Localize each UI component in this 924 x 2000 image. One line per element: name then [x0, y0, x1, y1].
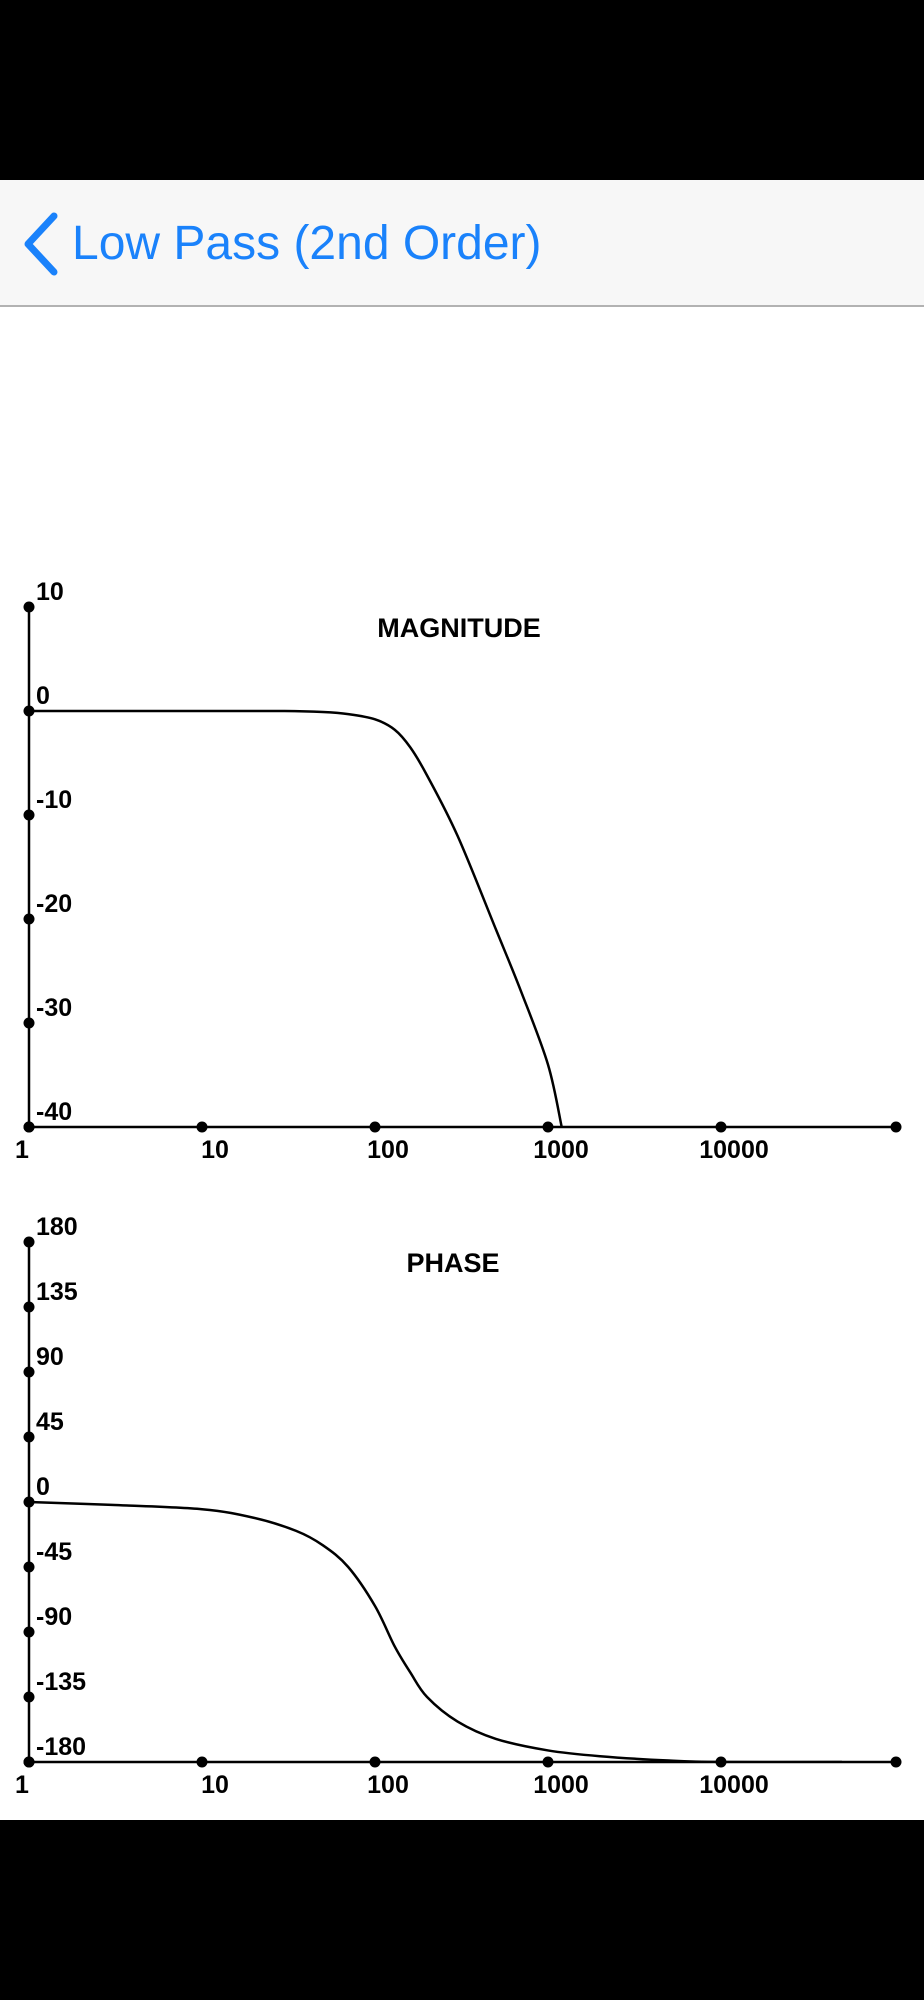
series-line [29, 1500, 842, 1762]
y-tick-label: -20 [36, 890, 72, 918]
y-tick-dot [23, 601, 35, 613]
x-tick-dot [369, 1756, 381, 1768]
y-tick-label: -40 [36, 1098, 72, 1126]
x-tick-dot [542, 1121, 554, 1133]
y-tick-dot [23, 913, 35, 925]
x-tick-dot [196, 1756, 208, 1768]
x-tick-dot [715, 1121, 727, 1133]
y-tick-dot [23, 1431, 35, 1443]
y-tick-label: -10 [36, 786, 72, 814]
y-tick-label: 10 [36, 578, 64, 606]
navigation-bar: Low Pass (2nd Order) [0, 180, 924, 307]
x-tick-label: 1 [15, 1771, 29, 1799]
y-tick-label: 180 [36, 1213, 78, 1241]
x-tick-dot [23, 1756, 35, 1768]
y-tick-label: 90 [36, 1343, 64, 1371]
back-button[interactable]: Low Pass (2nd Order) [20, 180, 542, 307]
x-tick-label: 1000 [533, 1136, 589, 1164]
y-tick-label: -30 [36, 994, 72, 1022]
x-tick-label: 10 [201, 1136, 229, 1164]
x-axis-end-dot [890, 1756, 902, 1768]
plot-title: PHASE [406, 1248, 499, 1278]
y-tick-label: -135 [36, 1668, 86, 1696]
x-tick-label: 100 [367, 1136, 409, 1164]
x-tick-label: 10000 [699, 1136, 769, 1164]
x-axis-end-dot [890, 1121, 902, 1133]
x-tick-dot [23, 1121, 35, 1133]
y-tick-label: 45 [36, 1408, 64, 1436]
y-tick-dot [23, 1017, 35, 1029]
chart-area: MAGNITUDE 10 0 -10 -20 -30 -40 1 10 100 1000 10000 P… [0, 307, 924, 1820]
x-tick-label: 10000 [699, 1771, 769, 1799]
plot-title: MAGNITUDE [377, 613, 541, 643]
x-tick-label: 1 [15, 1136, 29, 1164]
x-tick-dot [542, 1756, 554, 1768]
x-tick-dot [369, 1121, 381, 1133]
home-indicator-area [0, 1820, 924, 2000]
y-tick-dot [23, 1561, 35, 1573]
x-tick-label: 1000 [533, 1771, 589, 1799]
y-tick-dot [23, 1366, 35, 1378]
y-tick-label: -45 [36, 1538, 72, 1566]
y-tick-dot [23, 1236, 35, 1248]
y-tick-dot [23, 1626, 35, 1638]
y-tick-dot [23, 1301, 35, 1313]
y-tick-label: -180 [36, 1733, 86, 1761]
y-tick-label: 135 [36, 1278, 78, 1306]
back-button-label: Low Pass (2nd Order) [72, 217, 542, 270]
x-tick-label: 100 [367, 1771, 409, 1799]
status-bar [0, 0, 924, 180]
y-tick-dot [23, 1691, 35, 1703]
x-tick-dot [196, 1121, 208, 1133]
chevron-left-icon [20, 212, 60, 276]
series-line [29, 709, 563, 1127]
y-tick-dot [23, 809, 35, 821]
y-tick-label: 0 [36, 1473, 50, 1501]
y-tick-label: 0 [36, 682, 50, 710]
x-tick-label: 10 [201, 1771, 229, 1799]
y-tick-label: -90 [36, 1603, 72, 1631]
